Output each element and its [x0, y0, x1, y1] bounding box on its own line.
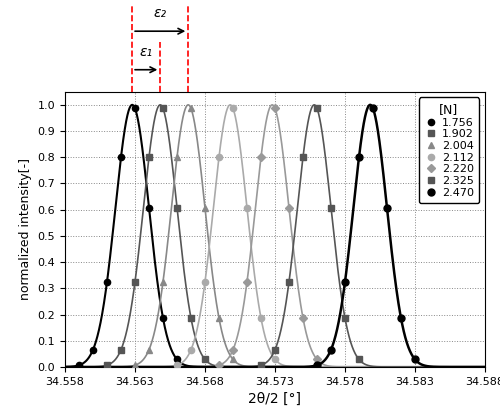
2.220: [286, 206, 292, 211]
2.004: [146, 347, 152, 352]
1.902: [160, 106, 166, 111]
2.220: [216, 363, 222, 368]
2.220: [244, 279, 250, 284]
2.470: [412, 357, 418, 362]
2.112: [244, 206, 250, 211]
2.112: [216, 155, 222, 160]
1.756: [174, 357, 180, 362]
2.470: [342, 279, 348, 284]
Line: 2.004: 2.004: [132, 106, 236, 368]
2.220: [258, 155, 264, 160]
Line: 2.220: 2.220: [216, 106, 320, 368]
1.902: [132, 279, 138, 284]
2.004: [174, 155, 180, 160]
2.325: [356, 357, 362, 362]
2.470: [370, 106, 376, 111]
2.220: [314, 357, 320, 362]
2.470: [356, 155, 362, 160]
2.470: [328, 347, 334, 352]
2.004: [160, 279, 166, 284]
1.756: [76, 363, 82, 368]
2.112: [258, 316, 264, 321]
2.325: [286, 279, 292, 284]
Line: 1.756: 1.756: [76, 106, 180, 368]
2.112: [174, 363, 180, 368]
2.220: [272, 106, 278, 111]
1.756: [90, 347, 96, 352]
2.004: [132, 363, 138, 368]
2.325: [258, 363, 264, 368]
1.902: [202, 357, 208, 362]
2.112: [272, 357, 278, 362]
2.325: [272, 347, 278, 352]
1.902: [118, 347, 124, 352]
1.902: [174, 206, 180, 211]
2.112: [202, 279, 208, 284]
Line: 2.112: 2.112: [174, 106, 278, 368]
2.220: [230, 347, 236, 352]
2.004: [188, 106, 194, 111]
2.112: [188, 347, 194, 352]
1.902: [188, 316, 194, 321]
2.004: [202, 206, 208, 211]
X-axis label: 2θ/2 [°]: 2θ/2 [°]: [248, 392, 302, 406]
2.325: [342, 316, 348, 321]
Text: ε₂: ε₂: [154, 6, 167, 20]
2.004: [216, 316, 222, 321]
1.756: [132, 106, 138, 111]
2.004: [230, 357, 236, 362]
1.902: [146, 155, 152, 160]
1.756: [146, 206, 152, 211]
2.470: [314, 363, 320, 368]
1.756: [118, 155, 124, 160]
2.325: [328, 206, 334, 211]
1.756: [104, 279, 110, 284]
Y-axis label: normalized intensity[-]: normalized intensity[-]: [19, 158, 32, 300]
Line: 2.470: 2.470: [314, 105, 418, 369]
2.470: [398, 316, 404, 321]
1.902: [104, 363, 110, 368]
2.112: [230, 106, 236, 111]
Text: ε₁: ε₁: [140, 45, 153, 59]
2.220: [300, 316, 306, 321]
2.325: [314, 106, 320, 111]
2.470: [384, 206, 390, 211]
Line: 1.902: 1.902: [104, 106, 208, 368]
Legend: 1.756, 1.902, 2.004, 2.112, 2.220, 2.325, 2.470: 1.756, 1.902, 2.004, 2.112, 2.220, 2.325…: [418, 97, 480, 203]
2.325: [300, 155, 306, 160]
Line: 2.325: 2.325: [258, 106, 362, 368]
1.756: [160, 316, 166, 321]
